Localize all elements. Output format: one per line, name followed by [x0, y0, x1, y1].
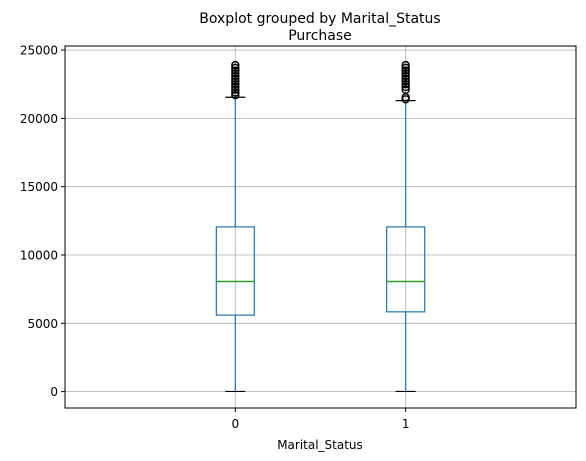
chart-title: Purchase [288, 28, 352, 44]
y-axis: 0 5000 10000 15000 20000 25000 [20, 44, 65, 400]
y-tick-label: 15000 [20, 180, 58, 194]
x-axis-label: Marital_Status [277, 438, 363, 452]
y-tick-label: 10000 [20, 249, 58, 263]
y-tick-label: 25000 [20, 44, 58, 58]
grid-lines [65, 46, 576, 408]
y-tick-label: 5000 [27, 317, 58, 331]
y-tick-label: 0 [50, 385, 58, 399]
plot-frame [65, 46, 576, 408]
x-tick-label: 0 [232, 417, 240, 431]
y-tick-label: 20000 [20, 112, 58, 126]
boxes-group [216, 62, 424, 392]
x-tick-label: 1 [402, 417, 410, 431]
chart-suptitle: Boxplot grouped by Marital_Status [199, 11, 440, 27]
